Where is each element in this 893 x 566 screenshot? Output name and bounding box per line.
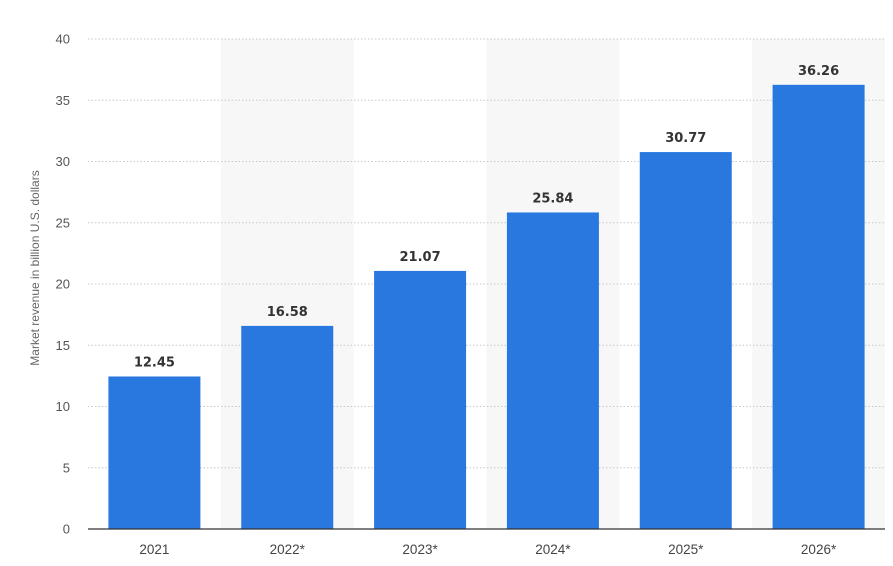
x-tick-label: 2026*	[801, 542, 837, 557]
bar	[108, 376, 201, 529]
y-axis-ticks: 0 5 10 15 20 25 30 35 40	[56, 32, 70, 537]
data-label: 12.45	[134, 355, 175, 370]
y-tick-label: 10	[56, 399, 70, 414]
x-tick-label: 2023*	[402, 542, 438, 557]
data-labels: 12.45 16.58 21.07 25.84 30.77 36.26	[134, 64, 839, 371]
x-axis-ticks: 2021 2022* 2023* 2024* 2025* 2026*	[139, 542, 837, 557]
y-tick-label: 0	[63, 522, 70, 537]
x-tick-label: 2021	[139, 542, 169, 557]
bar	[506, 212, 599, 529]
data-label: 21.07	[400, 250, 441, 265]
x-tick-label: 2025*	[668, 542, 704, 557]
data-label: 25.84	[532, 191, 573, 206]
bar	[374, 270, 467, 529]
data-label: 16.58	[267, 305, 308, 320]
bar	[639, 152, 732, 529]
x-tick-label: 2024*	[535, 542, 571, 557]
y-tick-label: 15	[56, 338, 70, 353]
bar	[772, 84, 865, 529]
bar	[241, 325, 334, 529]
y-tick-label: 40	[56, 32, 70, 47]
y-tick-label: 20	[56, 277, 70, 292]
data-label: 30.77	[665, 131, 706, 146]
y-tick-label: 5	[63, 460, 70, 475]
y-tick-label: 35	[56, 93, 70, 108]
y-axis-title: Market revenue in billion U.S. dollars	[28, 170, 42, 365]
y-tick-label: 30	[56, 154, 70, 169]
x-tick-label: 2022*	[270, 542, 306, 557]
bars	[108, 84, 865, 529]
data-label: 36.26	[798, 64, 839, 79]
y-tick-label: 25	[56, 215, 70, 230]
